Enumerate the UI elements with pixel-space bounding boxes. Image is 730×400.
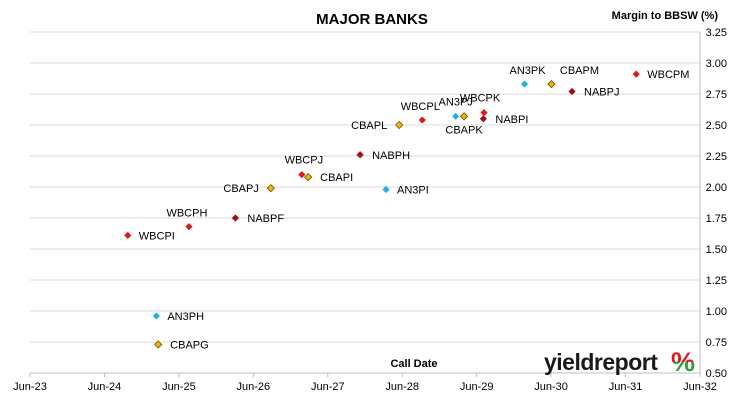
point-cbapj [266,184,276,193]
point-label-wbcpi: WBCPI [139,230,175,242]
x-tick-label: Jun-27 [311,381,345,393]
point-label-nabpj: NABPJ [584,87,619,99]
point-label-cbapk: CBAPK [445,124,483,136]
point-label-wbcpm: WBCPM [647,69,689,81]
point-label-cbapj: CBAPJ [223,183,258,195]
point-label-an3pi: AN3PI [397,184,429,196]
point-labels: WBCPI WBCPH WBCPJ WBCPL WBCPK WBCPM AN3PH AN3PI… [139,65,690,351]
point-cbapk [459,112,469,121]
point-label-nabpi: NABPI [495,114,528,126]
y-tick-label: 1.50 [706,244,727,256]
point-wbcpm [632,70,640,78]
point-wbcpk [480,109,488,117]
point-wbcpj [298,171,306,179]
point-label-cbapi: CBAPI [320,172,353,184]
x-tick-label: Jun-24 [88,381,122,393]
x-tick-label: Jun-23 [13,381,47,393]
point-nabph [356,151,364,159]
y-tick-label: 0.75 [706,337,727,349]
data-points [124,70,640,349]
x-tick-label: Jun-28 [385,381,419,393]
point-an3pk [520,80,529,88]
point-label-cbapl: CBAPL [351,120,387,132]
point-label-cbapm: CBAPM [560,65,599,77]
tick-labels: 0.50 0.75 1.00 1.25 1.50 1.75 2.00 2.25 2.50 2.75… [13,27,727,393]
yieldreport-logo: yieldreport % [544,347,695,377]
logo-percent-icon: % [671,347,695,377]
y-axis-label: Margin to BBSW (%) [612,10,719,22]
x-tick-label: Jun-29 [460,381,494,393]
point-label-an3ph: AN3PH [167,311,204,323]
y-tick-label: 3.25 [706,27,727,39]
y-tick-label: 2.75 [706,89,727,101]
point-nabpi [479,115,487,123]
point-label-cbapg: CBAPG [170,339,209,351]
point-an3ph [152,312,160,320]
y-tick-label: 1.25 [706,275,727,287]
y-tick-label: 2.50 [706,120,727,132]
point-label-nabph: NABPH [372,150,410,162]
point-wbcpi [124,231,132,239]
point-cbapi [303,172,313,182]
point-cbapl [395,120,404,130]
point-label-an3pj: AN3PJ [439,96,473,108]
y-tick-label: 2.25 [706,151,727,163]
axis-layer [29,32,701,377]
x-axis-label: Call Date [390,358,437,370]
point-an3pi [382,185,390,194]
point-label-wbcpk: WBCPK [460,93,501,105]
y-tick-label: 1.75 [706,213,727,225]
point-label-wbcpj: WBCPJ [285,155,324,167]
point-label-wbcpl: WBCPL [401,101,440,113]
point-label-wbcph: WBCPH [166,208,207,220]
grid-layer [30,31,700,343]
x-tick-label: Jun-30 [534,381,568,393]
y-tick-label: 1.00 [706,306,727,318]
y-tick-label: 3.00 [706,58,727,70]
point-label-nabpf: NABPF [247,213,284,225]
x-tick-label: Jun-26 [237,381,271,393]
point-an3pj [452,112,460,120]
chart-title: MAJOR BANKS [316,11,428,28]
point-nabpj [568,87,576,96]
point-cbapm [547,79,556,89]
point-cbapg [154,340,163,349]
x-tick-label: Jun-31 [609,381,643,393]
point-wbcph [185,223,193,231]
y-tick-label: 2.00 [706,182,727,194]
x-tick-label: Jun-32 [683,381,717,393]
point-nabpf [231,214,240,222]
y-tick-label: 0.50 [706,368,727,380]
x-tick-label: Jun-25 [162,381,196,393]
point-wbcpl [418,116,426,124]
logo-wordmark: yieldreport [544,349,658,375]
point-label-an3pk: AN3PK [510,65,547,77]
